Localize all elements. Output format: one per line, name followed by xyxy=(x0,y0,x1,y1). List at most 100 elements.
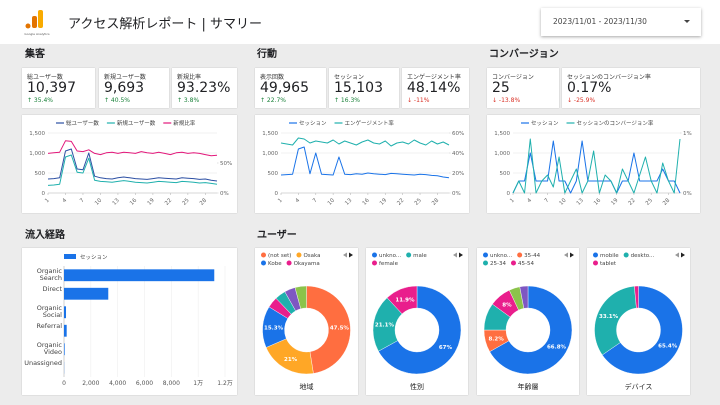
legend-label: 新規ユーザー数 xyxy=(117,119,156,127)
legend-label: Kobe xyxy=(268,261,282,267)
date-picker[interactable]: 2023/11/01 - 2023/11/30 xyxy=(541,8,701,36)
legend-item: tablet xyxy=(593,260,617,267)
kpi-value: 15,103 xyxy=(334,80,383,96)
legend-item: Kobe xyxy=(261,260,282,267)
logo-icon: Google Analytics xyxy=(24,10,50,36)
y-tick-label: 1,500 xyxy=(494,131,510,137)
chart-svg: 0 2,000 4,000 6,000 8,000 1万 1.2万 セッション xyxy=(62,254,233,387)
section-label: コンバージョン xyxy=(489,49,559,60)
line-chart-card: 0 500 1,000 1,500 0% 50% 1 4 7 10 13 16 19 22 25 28 総ユーザ… xyxy=(22,115,237,213)
y-tick-label: 500 xyxy=(500,171,511,177)
kpi-value: 9,693 xyxy=(104,80,145,96)
kpi-value: 0.17% xyxy=(567,80,612,96)
slice-label: 67% xyxy=(439,345,453,351)
kpi-change: ↑ 22.7% xyxy=(260,97,286,104)
legend-dot xyxy=(406,252,412,258)
legend-label: セッション xyxy=(80,254,108,261)
x-tick-label: 25 xyxy=(181,197,191,207)
slice-label: 66.8% xyxy=(547,345,567,351)
x-tick-label: 4,000 xyxy=(109,380,126,387)
legend-label: deskto... xyxy=(631,253,655,259)
legend-label: tablet xyxy=(600,261,617,267)
y-tick-label: 1,000 xyxy=(29,151,45,157)
legend-dot xyxy=(483,252,488,258)
x-tick-label: 4 xyxy=(526,197,533,204)
y-tick-label: 1,500 xyxy=(262,131,278,137)
legend-prev[interactable] xyxy=(343,252,347,258)
legend-next[interactable] xyxy=(459,252,463,258)
slice-label: 21% xyxy=(284,357,298,363)
category-label: Unassigned xyxy=(24,359,62,368)
legend-prev[interactable] xyxy=(453,252,457,258)
pie-slice xyxy=(489,285,573,375)
category-label: Organic Search xyxy=(36,266,62,283)
chart-svg: 67% 21.1% 11.9% unkno... male female 性別 xyxy=(372,252,463,391)
pie-title: 性別 xyxy=(410,382,424,391)
slice-label: 65.4% xyxy=(658,343,678,349)
x-tick-label: 1万 xyxy=(193,380,203,387)
x-tick-label: 10 xyxy=(558,197,568,207)
bar-chart-card: 0 2,000 4,000 6,000 8,000 1万 1.2万 セッション Organic … xyxy=(22,248,237,395)
chart-svg: 47.5% 21% 15.3% (not set) Osaka Kobe Okayama 地域 xyxy=(261,252,353,391)
line-chart-card: 0 500 1,000 1,500 0% 20% 40% 60% 1 4 7 10 13 16 19 22 25… xyxy=(255,115,469,213)
x-tick-label: 1 xyxy=(509,198,516,205)
legend-label: mobile xyxy=(600,253,619,259)
kpi-label: セッション xyxy=(334,74,365,81)
legend-dot xyxy=(372,252,377,258)
legend-dot xyxy=(261,252,266,258)
series-line xyxy=(47,140,218,157)
kpi-card: 新規ユーザー数 9,693 ↑ 40.5% xyxy=(99,68,169,108)
legend-dot xyxy=(593,252,598,258)
x-tick-label: 13 xyxy=(344,197,354,207)
legend-dot xyxy=(517,252,523,258)
legend-prev[interactable] xyxy=(564,252,568,258)
kpi-label: 表示回数 xyxy=(260,74,285,81)
chart-svg: 0 500 1,000 1,500 0% 1% 1 4 7 10 13 16 19 22 25 28 セッション… xyxy=(494,120,691,207)
kpi-label: 新規比率 xyxy=(177,74,202,81)
dropdown-arrow xyxy=(684,20,690,23)
series-line xyxy=(280,146,450,179)
y2-tick-label: 40% xyxy=(452,151,464,157)
pie-chart-card: 65.4% 33.1% mobile deskto... tablet デバイス xyxy=(587,248,690,395)
pie-slice xyxy=(634,285,639,309)
logo-text: Google Analytics xyxy=(24,32,50,36)
y2-tick-label: 20% xyxy=(452,171,464,177)
legend-dot xyxy=(483,260,488,266)
logo-bar xyxy=(38,10,43,28)
page-title: アクセス解析レポート | サマリー xyxy=(68,17,262,32)
series-line xyxy=(47,148,218,182)
pie-slice xyxy=(306,285,351,374)
y2-tick-label: 60% xyxy=(452,131,464,137)
x-tick-label: 10 xyxy=(327,197,337,207)
legend-next[interactable] xyxy=(570,252,574,258)
legend-item: Osaka xyxy=(296,252,320,259)
x-tick-label: 16 xyxy=(362,197,372,207)
legend-prev[interactable] xyxy=(675,252,679,258)
legend-label: 新規比率 xyxy=(173,119,196,127)
series-line xyxy=(47,154,218,186)
bar xyxy=(64,306,67,319)
kpi-value: 93.23% xyxy=(177,80,231,96)
legend-next[interactable] xyxy=(681,252,685,258)
x-tick-label: 16 xyxy=(129,197,139,207)
legend-dot xyxy=(372,260,377,266)
slice-label: 47.5% xyxy=(330,325,350,331)
legend-item: female xyxy=(372,260,399,267)
y2-tick-label: 50% xyxy=(220,161,232,167)
y-tick-label: 0 xyxy=(42,191,46,197)
arrow-shape xyxy=(684,20,690,23)
slice-label: 15.3% xyxy=(264,326,284,332)
bar xyxy=(64,287,109,300)
x-tick-label: 10 xyxy=(94,197,104,207)
kpi-change: ↓ -25.9% xyxy=(567,97,596,104)
section-label: 流入経路 xyxy=(25,230,65,241)
pie-chart-card: 66.8% 8.2% 8% unkno... 35-44 25-34 45-54 年齢層 xyxy=(477,248,579,395)
category-label: Referral xyxy=(36,322,62,331)
legend-label: セッション xyxy=(531,120,559,127)
pie-slice xyxy=(294,285,307,310)
kpi-card: 表示回数 49,965 ↑ 22.7% xyxy=(255,68,326,108)
legend-label: unkno... xyxy=(379,253,401,259)
pie-slice xyxy=(594,285,637,356)
kpi-label: 新規ユーザー数 xyxy=(104,74,146,81)
legend-next[interactable] xyxy=(349,252,353,258)
